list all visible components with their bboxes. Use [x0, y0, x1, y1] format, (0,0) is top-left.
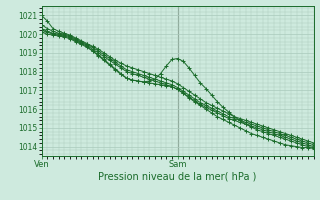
X-axis label: Pression niveau de la mer( hPa ): Pression niveau de la mer( hPa ): [99, 172, 257, 182]
